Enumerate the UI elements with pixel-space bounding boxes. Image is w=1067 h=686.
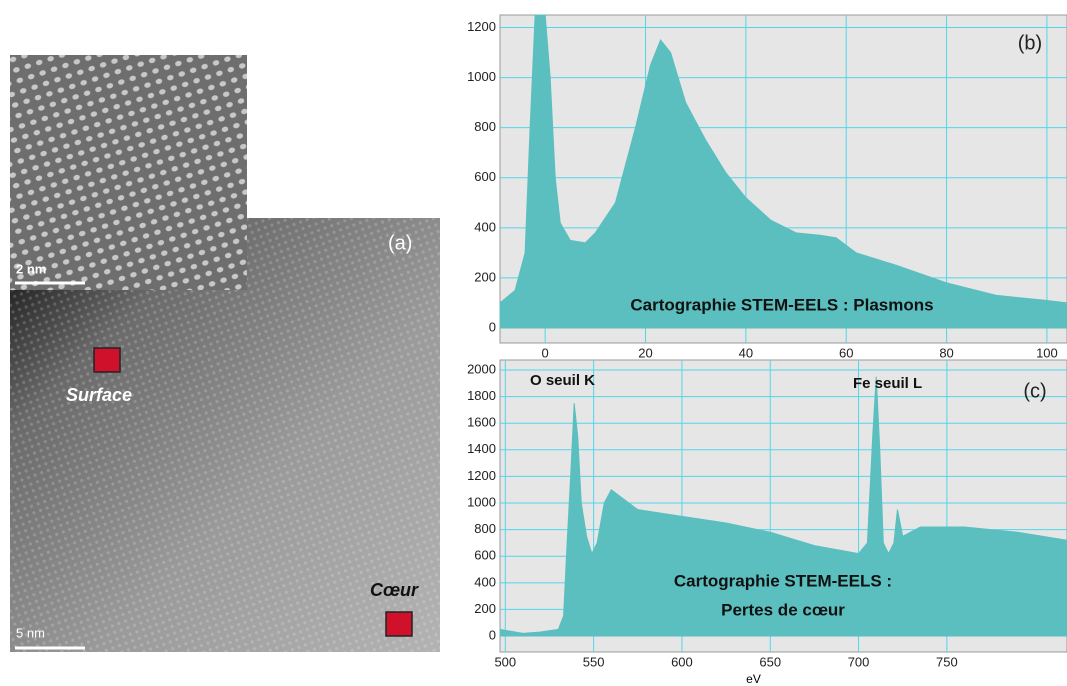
y-tick-label: 1000 — [467, 69, 496, 84]
region-marker — [93, 347, 121, 373]
y-tick-label: 200 — [474, 601, 496, 616]
x-tick-label: 650 — [759, 654, 781, 669]
y-tick-label: 1400 — [467, 441, 496, 456]
y-tick-label: 0 — [489, 627, 496, 642]
marker-label: Cœur — [370, 580, 419, 600]
x-tick-label: 500 — [494, 654, 516, 669]
x-tick-label: 40 — [739, 345, 753, 360]
y-tick-label: 400 — [474, 219, 496, 234]
panel-label: (a) — [388, 232, 412, 254]
x-tick-label: 60 — [839, 345, 853, 360]
y-tick-label: 0 — [489, 319, 496, 334]
region-marker — [385, 611, 413, 637]
x-tick-label: 80 — [939, 345, 953, 360]
y-tick-label: 1800 — [467, 388, 496, 403]
y-tick-label: 2000 — [467, 361, 496, 376]
y-tick-label: 600 — [474, 548, 496, 563]
lattice — [10, 218, 440, 652]
inset-scale: 2 nm — [16, 261, 46, 276]
micrograph: 2 nm 5 nm (a) Surface Cœur — [10, 55, 440, 652]
y-tick-label: 800 — [474, 119, 496, 134]
x-tick-label: 0 — [542, 345, 549, 360]
annotation: O seuil K — [530, 372, 595, 389]
x-tick-label: 100 — [1036, 345, 1058, 360]
y-tick-label: 1200 — [467, 19, 496, 34]
panel-label: (c) — [1023, 380, 1046, 402]
x-axis-label: eV — [746, 672, 761, 686]
x-tick-label: 700 — [848, 654, 870, 669]
spectrum-area — [499, 14, 1067, 329]
y-tick-label: 200 — [474, 269, 496, 284]
panel-label: (b) — [1018, 32, 1042, 54]
x-tick-label: 600 — [671, 654, 693, 669]
y-tick-label: 400 — [474, 574, 496, 589]
y-tick-label: 1000 — [467, 494, 496, 509]
y-tick-label: 800 — [474, 521, 496, 536]
marker-label: Surface — [66, 385, 132, 405]
annotation: Cartographie STEM-EELS : — [674, 571, 892, 590]
spectrum-area — [499, 376, 1067, 637]
x-tick-label: 550 — [583, 654, 605, 669]
scale: 5 nm — [16, 625, 45, 640]
annotation: Fe seuil L — [853, 375, 922, 392]
x-tick-label: 750 — [936, 654, 958, 669]
y-tick-label: 600 — [474, 169, 496, 184]
y-tick-label: 1200 — [467, 468, 496, 483]
annotation: Pertes de cœur — [721, 600, 845, 619]
x-tick-label: 20 — [638, 345, 652, 360]
inset-image — [10, 55, 247, 290]
annotation: Cartographie STEM-EELS : Plasmons — [630, 295, 933, 314]
y-tick-label: 1600 — [467, 415, 496, 430]
